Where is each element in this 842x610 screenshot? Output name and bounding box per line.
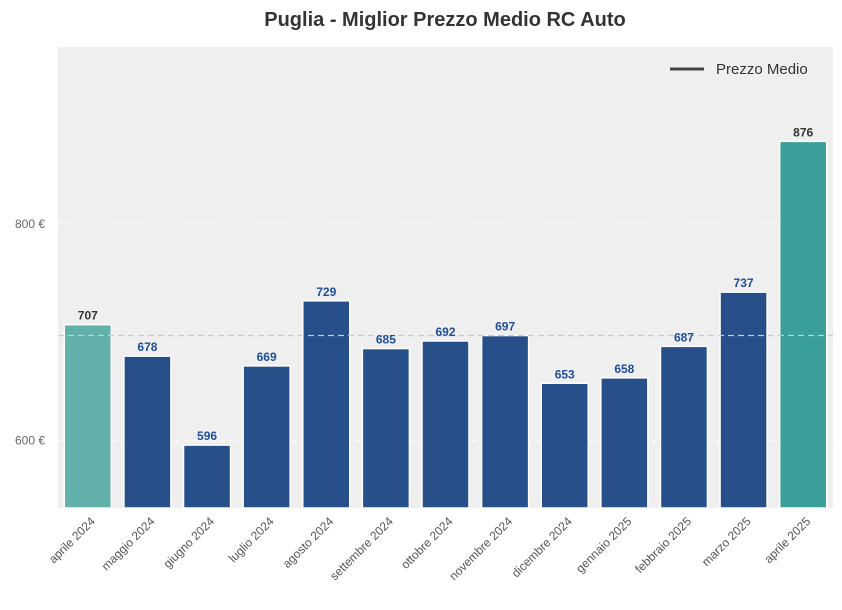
x-tick-label: gennaio 2025 [573, 514, 635, 576]
value-label: 685 [376, 333, 396, 347]
bar [600, 377, 649, 509]
bar [480, 334, 530, 509]
legend: Prezzo Medio [670, 61, 808, 78]
value-label: 729 [316, 285, 336, 299]
x-tick-label: aprile 2024 [46, 514, 98, 566]
value-label: 687 [674, 330, 694, 344]
value-label: 707 [78, 309, 98, 323]
y-tick-label: 800 € [15, 217, 45, 231]
value-label: 596 [197, 429, 217, 443]
x-tick-label: luglio 2024 [226, 514, 277, 565]
x-tick-label: maggio 2024 [99, 514, 158, 573]
x-tick-label: febbraio 2025 [632, 514, 694, 576]
x-tick-label: ottobre 2024 [398, 514, 456, 572]
x-tick-label: dicembre 2024 [509, 514, 575, 580]
legend-label: Prezzo Medio [716, 61, 808, 78]
bar [302, 300, 351, 509]
bar [778, 140, 828, 509]
bar [659, 345, 709, 509]
value-label: 658 [614, 362, 634, 376]
bar [361, 347, 411, 509]
bar [182, 444, 232, 509]
x-tick-label: marzo 2025 [699, 514, 754, 569]
value-label: 669 [257, 350, 277, 364]
x-tick-label: novembre 2024 [446, 514, 515, 583]
value-label: 697 [495, 320, 515, 334]
x-tick-label: giugno 2024 [161, 514, 218, 571]
x-tick-label: agosto 2024 [280, 514, 337, 571]
value-label: 737 [734, 276, 754, 290]
x-tick-label: aprile 2025 [761, 514, 813, 566]
value-label: 678 [137, 340, 157, 354]
bar [242, 365, 291, 509]
value-label: 653 [555, 367, 575, 381]
x-tick-label: settembre 2024 [327, 514, 396, 583]
bar [719, 291, 768, 509]
value-label: 876 [793, 125, 813, 139]
bar [421, 340, 470, 509]
value-label: 692 [435, 325, 455, 339]
chart-title: Puglia - Miglior Prezzo Medio RC Auto [264, 9, 625, 31]
bar [63, 323, 113, 509]
bar [540, 382, 589, 509]
bar [123, 355, 172, 509]
y-tick-label: 600 € [15, 434, 45, 448]
